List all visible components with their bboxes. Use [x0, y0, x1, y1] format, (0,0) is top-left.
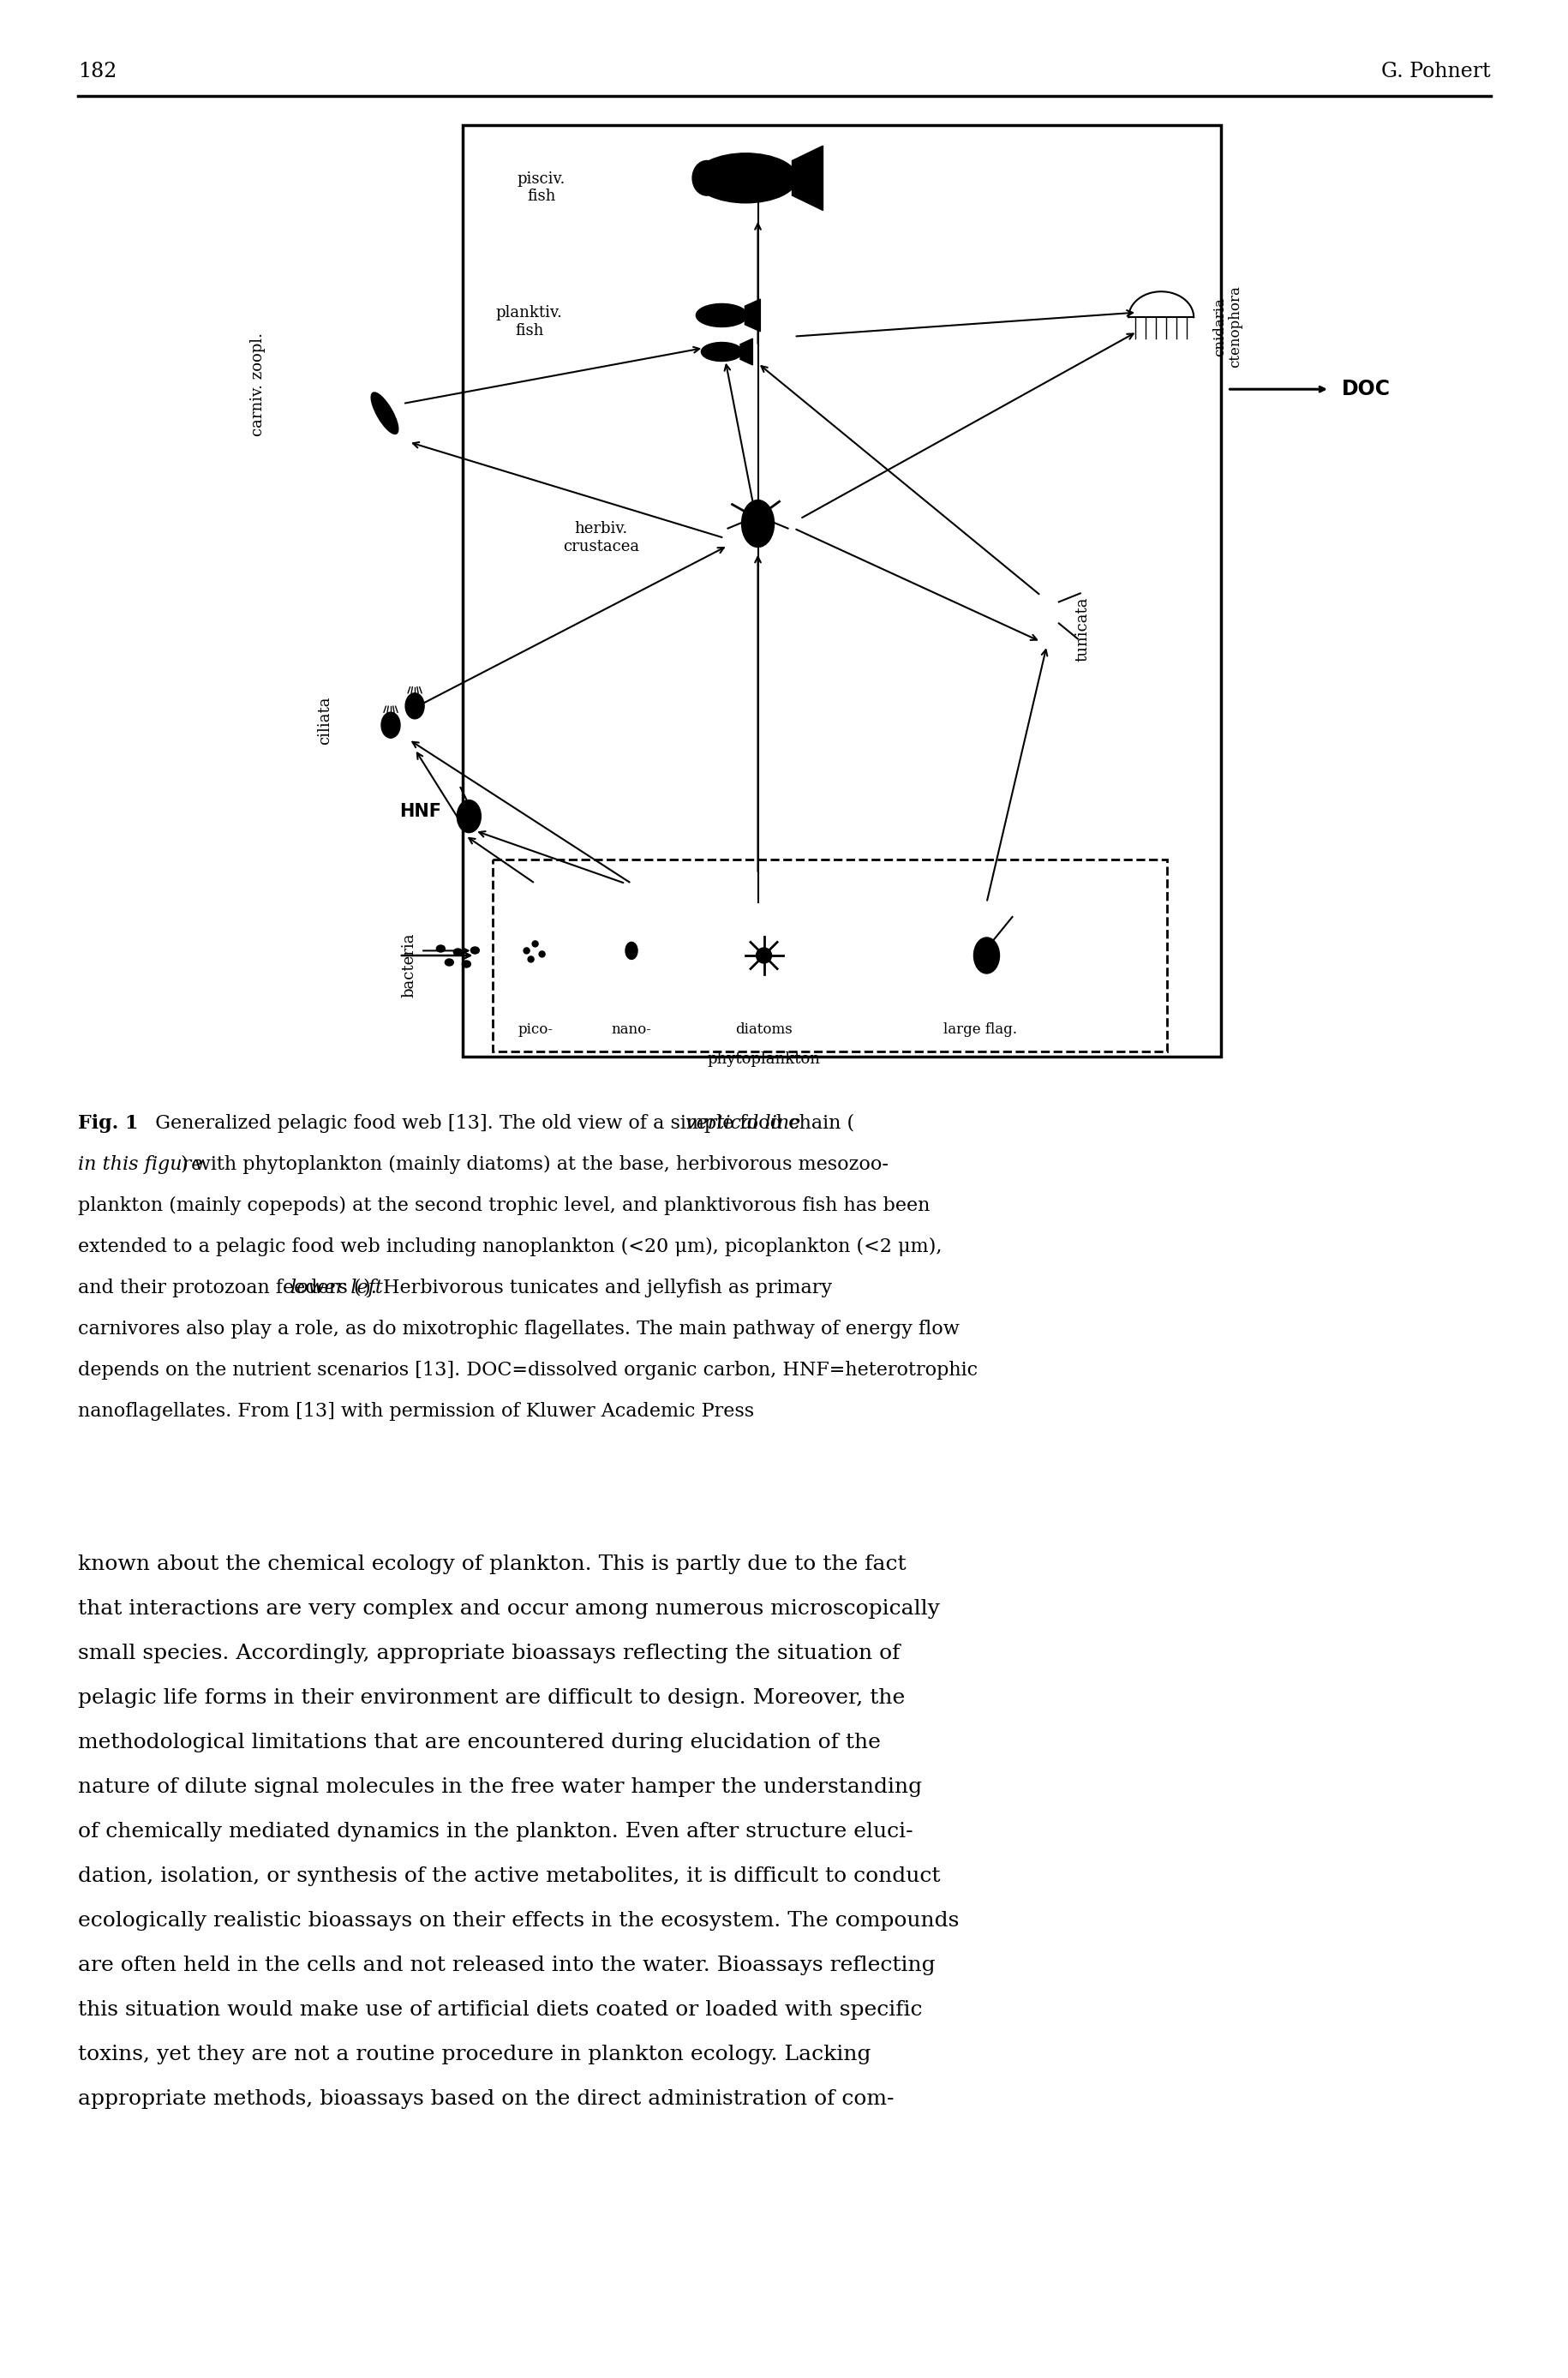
- Polygon shape: [745, 300, 760, 331]
- Text: dation, isolation, or synthesis of the active metabolites, it is difficult to co: dation, isolation, or synthesis of the a…: [78, 1867, 939, 1886]
- Text: HNF: HNF: [400, 804, 442, 820]
- Text: appropriate methods, bioassays based on the direct administration of com-: appropriate methods, bioassays based on …: [78, 2090, 894, 2109]
- Ellipse shape: [470, 946, 478, 954]
- Text: this situation would make use of artificial diets coated or loaded with specific: this situation would make use of artific…: [78, 2000, 922, 2019]
- Text: tunicata: tunicata: [1074, 597, 1090, 661]
- Text: carniv. zoopl.: carniv. zoopl.: [251, 333, 267, 435]
- Text: depends on the nutrient scenarios [13]. DOC=dissolved organic carbon, HNF=hetero: depends on the nutrient scenarios [13]. …: [78, 1360, 977, 1379]
- Ellipse shape: [524, 949, 530, 954]
- Text: DOC: DOC: [1341, 378, 1389, 400]
- Text: planktiv.
fish: planktiv. fish: [495, 304, 563, 338]
- Text: small species. Accordingly, appropriate bioassays reflecting the situation of: small species. Accordingly, appropriate …: [78, 1643, 900, 1662]
- Text: nature of dilute signal molecules in the free water hamper the understanding: nature of dilute signal molecules in the…: [78, 1776, 922, 1798]
- Ellipse shape: [532, 942, 538, 946]
- Text: and their protozoan feeders (: and their protozoan feeders (: [78, 1279, 361, 1298]
- Text: are often held in the cells and not released into the water. Bioassays reflectin: are often held in the cells and not rele…: [78, 1955, 935, 1976]
- Text: in this figure: in this figure: [78, 1156, 202, 1175]
- Text: ecologically realistic bioassays on their effects in the ecosystem. The compound: ecologically realistic bioassays on thei…: [78, 1912, 958, 1931]
- Text: 182: 182: [78, 62, 116, 81]
- Ellipse shape: [695, 152, 797, 202]
- Ellipse shape: [436, 944, 445, 951]
- Ellipse shape: [756, 949, 771, 963]
- Ellipse shape: [463, 961, 470, 968]
- Text: pico-: pico-: [517, 1023, 552, 1037]
- Text: herbiv.
crustacea: herbiv. crustacea: [563, 521, 640, 554]
- Text: that interactions are very complex and occur among numerous microscopically: that interactions are very complex and o…: [78, 1598, 939, 1619]
- Text: vertical line: vertical line: [685, 1113, 800, 1132]
- Ellipse shape: [742, 499, 773, 547]
- Text: large flag.: large flag.: [944, 1023, 1018, 1037]
- Text: ) with phytoplankton (mainly diatoms) at the base, herbivorous mesozoo-: ) with phytoplankton (mainly diatoms) at…: [180, 1156, 887, 1175]
- Polygon shape: [740, 338, 753, 364]
- Ellipse shape: [527, 956, 533, 963]
- Bar: [492, 858, 1167, 1051]
- Text: extended to a pelagic food web including nanoplankton (<20 μm), picoplankton (<2: extended to a pelagic food web including…: [78, 1237, 941, 1256]
- Text: ). Herbivorous tunicates and jellyfish as primary: ). Herbivorous tunicates and jellyfish a…: [364, 1279, 833, 1298]
- Ellipse shape: [626, 942, 637, 958]
- Text: carnivores also play a role, as do mixotrophic flagellates. The main pathway of : carnivores also play a role, as do mixot…: [78, 1320, 960, 1339]
- Ellipse shape: [701, 342, 742, 361]
- Text: Generalized pelagic food web [13]. The old view of a simple food chain (: Generalized pelagic food web [13]. The o…: [143, 1113, 855, 1132]
- Ellipse shape: [456, 799, 481, 832]
- Ellipse shape: [405, 692, 423, 718]
- Text: known about the chemical ecology of plankton. This is partly due to the fact: known about the chemical ecology of plan…: [78, 1555, 906, 1574]
- Ellipse shape: [381, 713, 400, 737]
- Text: methodological limitations that are encountered during elucidation of the: methodological limitations that are enco…: [78, 1734, 880, 1753]
- Bar: [463, 126, 1221, 1056]
- Text: Fig. 1: Fig. 1: [78, 1113, 138, 1132]
- Ellipse shape: [539, 951, 544, 956]
- Text: cnidaria
ctenophora: cnidaria ctenophora: [1212, 285, 1242, 369]
- Ellipse shape: [691, 162, 721, 195]
- Ellipse shape: [372, 392, 398, 433]
- Text: pelagic life forms in their environment are difficult to design. Moreover, the: pelagic life forms in their environment …: [78, 1688, 905, 1707]
- Ellipse shape: [453, 949, 463, 956]
- Ellipse shape: [445, 958, 453, 965]
- Text: lower left: lower left: [290, 1279, 383, 1298]
- Text: toxins, yet they are not a routine procedure in plankton ecology. Lacking: toxins, yet they are not a routine proce…: [78, 2045, 870, 2064]
- Text: ciliata: ciliata: [317, 697, 332, 744]
- Ellipse shape: [696, 304, 746, 326]
- Text: phytoplankton: phytoplankton: [707, 1051, 820, 1068]
- Text: of chemically mediated dynamics in the plankton. Even after structure eluci-: of chemically mediated dynamics in the p…: [78, 1822, 913, 1841]
- Polygon shape: [792, 145, 823, 209]
- Text: plankton (mainly copepods) at the second trophic level, and planktivorous fish h: plankton (mainly copepods) at the second…: [78, 1196, 930, 1215]
- Text: nano-: nano-: [612, 1023, 651, 1037]
- Text: bacteria: bacteria: [401, 932, 416, 996]
- Text: pisciv.
fish: pisciv. fish: [517, 171, 564, 205]
- Text: G. Pohnert: G. Pohnert: [1381, 62, 1490, 81]
- Ellipse shape: [974, 937, 999, 973]
- Text: nanoflagellates. From [13] with permission of Kluwer Academic Press: nanoflagellates. From [13] with permissi…: [78, 1403, 754, 1420]
- Text: diatoms: diatoms: [735, 1023, 792, 1037]
